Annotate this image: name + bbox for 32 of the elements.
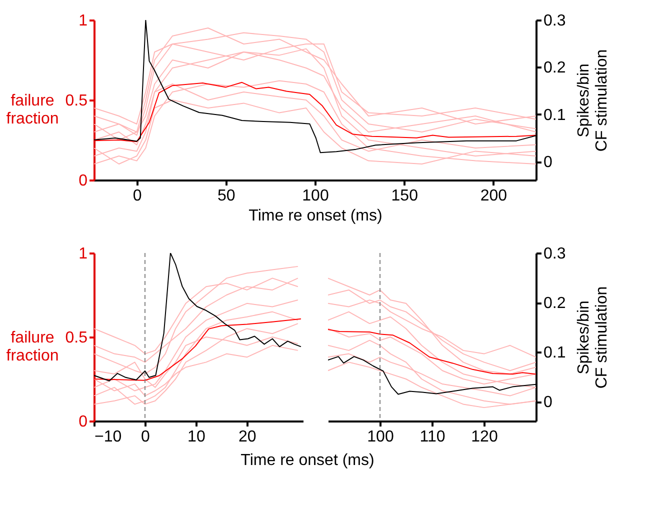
x-tick-label: 10	[188, 428, 206, 446]
y-tick-label: 1	[78, 12, 88, 30]
x-tick-label: 100	[302, 188, 329, 204]
y2-tick-label: 0.2	[544, 60, 566, 77]
y-axis-title: failure fraction	[6, 92, 59, 128]
x-tick-label: −10	[94, 428, 122, 446]
y2-tick-label: 0	[544, 394, 552, 412]
y-tick-label: 0	[78, 414, 88, 430]
x-tick-label: 200	[480, 188, 508, 204]
x-tick-label: 100	[367, 428, 394, 446]
y-tick-label: 0.5	[65, 330, 88, 346]
y2-tick-label: 0.3	[544, 246, 566, 262]
y2-tick-label: 0.1	[544, 344, 566, 362]
y-tick-label: 0.5	[65, 92, 88, 110]
x-tick-label: 120	[471, 428, 498, 446]
x-tick-label: 0	[141, 428, 150, 446]
y2-tick-label: 0.2	[544, 295, 566, 312]
x-tick-label: 50	[217, 188, 236, 204]
x-axis-title: Time re onset (ms)	[248, 208, 382, 224]
y-axis-title: failure fraction	[6, 330, 59, 364]
x-tick-label: 20	[238, 428, 256, 446]
x-axis-title: Time re onset (ms)	[240, 452, 374, 469]
y-tick-label: 0	[78, 172, 88, 190]
x-tick-label: 110	[420, 428, 446, 446]
y2-axis-title: Spikes/bin CF stimulation	[576, 49, 611, 152]
y2-tick-label: 0.3	[544, 12, 566, 30]
y-tick-label: 1	[78, 246, 88, 262]
x-tick-label: 0	[132, 188, 142, 204]
x-tick-label: 150	[391, 188, 418, 204]
y2-tick-label: 0.1	[544, 106, 566, 124]
y2-axis-title: Spikes/bin CF stimulation	[576, 286, 611, 389]
y2-tick-label: 0	[544, 154, 552, 172]
